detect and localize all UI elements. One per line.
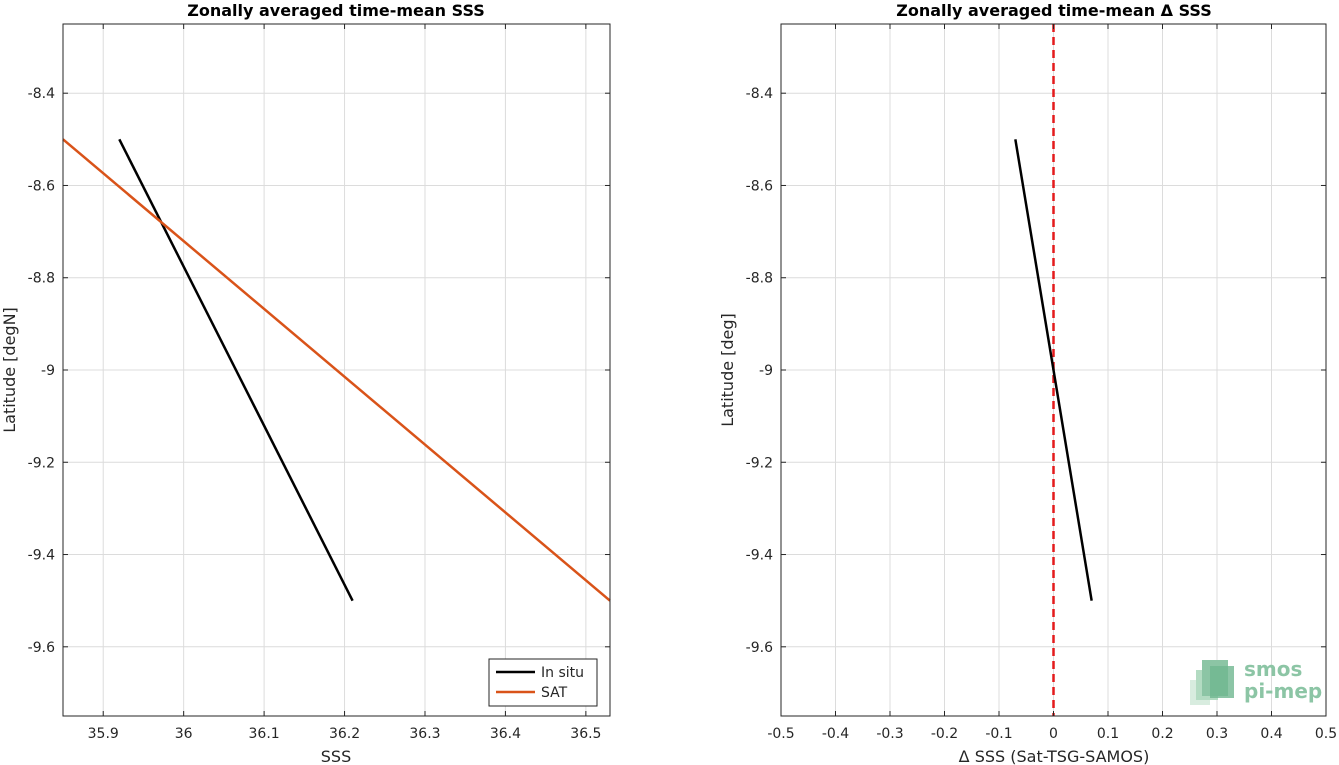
right-x-tick-label: -0.2 — [931, 726, 958, 742]
right-series-line-series-0 — [1014, 139, 1093, 601]
left-x-tick-label: 36 — [175, 726, 193, 742]
left-chart-panel: 35.9 36 36.1 36.2 36.3 36.4 36.5 -8.4 -8.6 -8.8 -9… — [0, 1, 611, 765]
right-axes-frame — [780, 23, 1327, 717]
right-y-tick-label: -8.4 — [746, 86, 773, 102]
left-x-tick-label: 36.4 — [490, 726, 521, 742]
right-x-tick-label: 0.2 — [1151, 726, 1173, 742]
right-y-axis-label: Latitude [deg] — [718, 313, 737, 427]
left-x-tick-label: 36.3 — [409, 726, 440, 742]
right-x-axis-label: Δ SSS (Sat-TSG-SAMOS) — [959, 747, 1150, 765]
right-y-tick-label: -8.6 — [746, 178, 773, 194]
left-x-tick-label: 36.1 — [249, 726, 280, 742]
right-y-tick-label: -9.2 — [746, 455, 773, 471]
right-x-tick-label: 0.4 — [1260, 726, 1282, 742]
legend-label-sat: SAT — [541, 685, 568, 701]
left-grid — [63, 24, 610, 716]
left-y-tick-label: -8.4 — [28, 86, 55, 102]
right-x-tick-label: 0.5 — [1315, 726, 1337, 742]
right-x-tick-label: 0 — [1049, 726, 1058, 742]
legend-label-in-situ: In situ — [541, 665, 584, 681]
left-y-tick-label: -9.4 — [28, 548, 55, 564]
logo-text-pi-mep: pi-mep — [1244, 679, 1322, 703]
right-ticks-layer: -0.5 -0.4 -0.3 -0.2 -0.1 0 0.1 0.2 0.3 0.4 0.5 -8.4… — [746, 24, 1337, 742]
right-chart-title: Zonally averaged time-mean Δ SSS — [896, 1, 1212, 20]
right-series-layer — [1014, 24, 1093, 716]
logo-mark-icon — [1190, 660, 1234, 705]
left-y-tick-label: -9.6 — [28, 640, 55, 656]
left-y-tick-label: -9.2 — [28, 455, 55, 471]
smos-pi-mep-logo: smos pi-mep — [1190, 657, 1322, 705]
right-y-tick-label: -9.4 — [746, 548, 773, 564]
legend-box — [488, 658, 598, 707]
right-x-tick-label: 0.3 — [1206, 726, 1228, 742]
left-y-tick-label: -8.8 — [28, 271, 55, 287]
left-x-tick-label: 35.9 — [88, 726, 119, 742]
left-ticks-layer: 35.9 36 36.1 36.2 36.3 36.4 36.5 -8.4 -8.6 -8.8 -9… — [28, 24, 610, 742]
right-x-tick-label: -0.5 — [767, 726, 794, 742]
left-x-tick-label: 36.5 — [570, 726, 601, 742]
left-series-line-in-situ — [118, 138, 354, 602]
left-chart-title: Zonally averaged time-mean SSS — [187, 1, 485, 20]
left-y-axis-label: Latitude [degN] — [0, 307, 19, 433]
left-y-tick-label: -9 — [41, 363, 55, 379]
left-x-axis-label: SSS — [321, 747, 351, 765]
right-x-tick-label: -0.4 — [822, 726, 849, 742]
left-axes-frame — [62, 23, 611, 717]
right-x-tick-label: -0.3 — [876, 726, 903, 742]
left-series-line-sat — [62, 138, 611, 602]
legend: In situ SAT — [488, 658, 598, 707]
left-series-layer — [62, 138, 611, 602]
right-y-tick-label: -9.6 — [746, 640, 773, 656]
right-chart-panel: -0.5 -0.4 -0.3 -0.2 -0.1 0 0.1 0.2 0.3 0.4 0.5 -8.4… — [718, 1, 1337, 765]
left-x-tick-label: 36.2 — [329, 726, 360, 742]
right-y-tick-label: -9 — [759, 363, 773, 379]
right-y-tick-label: -8.8 — [746, 271, 773, 287]
right-x-tick-label: -0.1 — [985, 726, 1012, 742]
left-y-tick-label: -8.6 — [28, 178, 55, 194]
logo-text-smos: smos — [1244, 657, 1302, 681]
right-x-tick-label: 0.1 — [1097, 726, 1119, 742]
